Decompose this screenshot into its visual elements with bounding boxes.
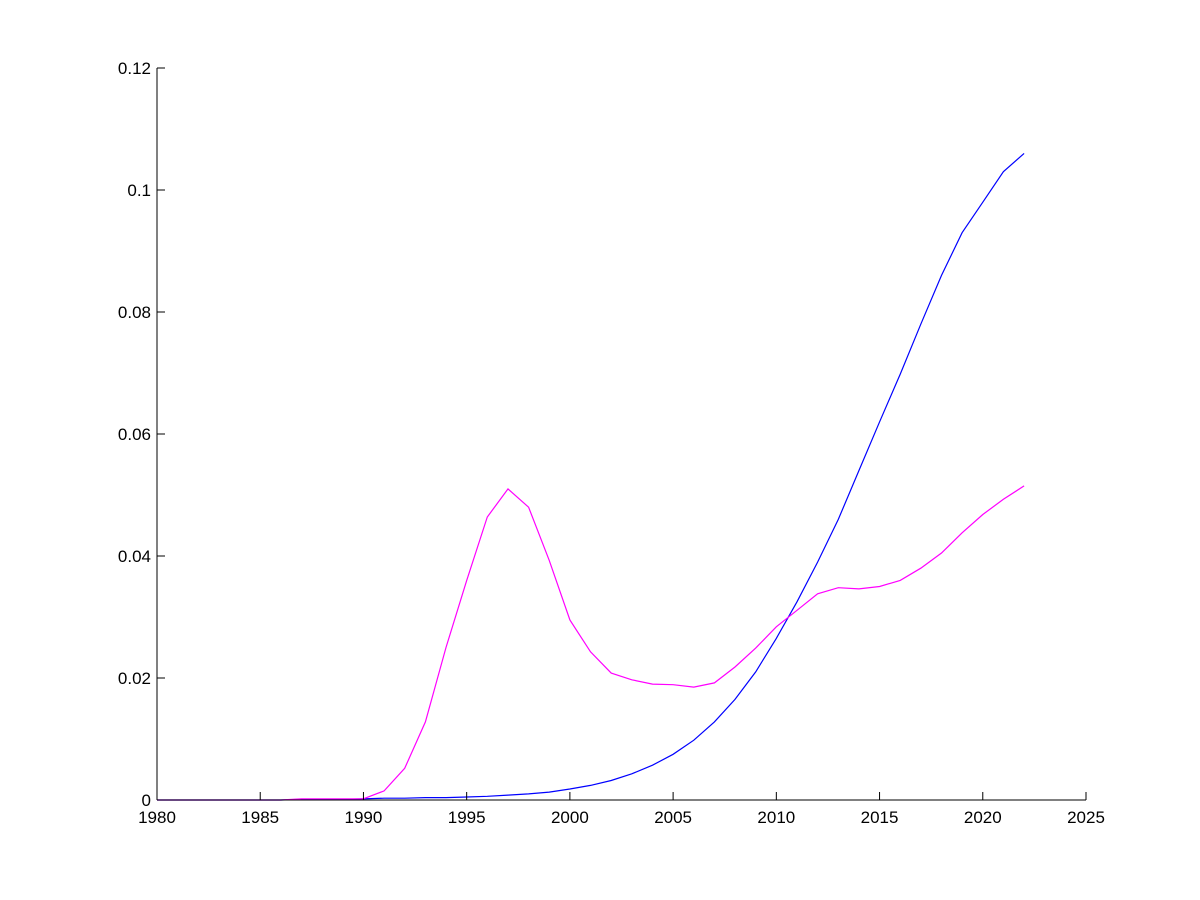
y-ticks: 0 0.02 0.04 0.06 0.08 0.1 0.12: [118, 59, 165, 810]
x-tick-label: 1980: [138, 808, 176, 827]
y-tick-label: 0.12: [118, 59, 151, 78]
y-tick-label: 0: [142, 791, 151, 810]
y-tick-label: 0.04: [118, 547, 151, 566]
x-tick-label: 2010: [757, 808, 795, 827]
x-tick-label: 1985: [241, 808, 279, 827]
series-line-1: [157, 485, 1025, 801]
x-tick-label: 1995: [448, 808, 486, 827]
x-tick-label: 2025: [1067, 808, 1105, 827]
y-tick-label: 0.02: [118, 669, 151, 688]
series-layer: [157, 152, 1025, 801]
x-ticks: 1980 1985 1990 1995 2000 2005 2010 2015 2020 2025: [138, 792, 1105, 827]
series-line-0: [157, 152, 1025, 801]
x-tick-label: 1990: [345, 808, 383, 827]
x-tick-label: 2005: [654, 808, 692, 827]
y-tick-label: 0.06: [118, 425, 151, 444]
y-tick-label: 0.1: [127, 181, 151, 200]
x-tick-label: 2020: [964, 808, 1002, 827]
x-tick-label: 2015: [861, 808, 899, 827]
x-tick-label: 2000: [551, 808, 589, 827]
y-tick-label: 0.08: [118, 303, 151, 322]
